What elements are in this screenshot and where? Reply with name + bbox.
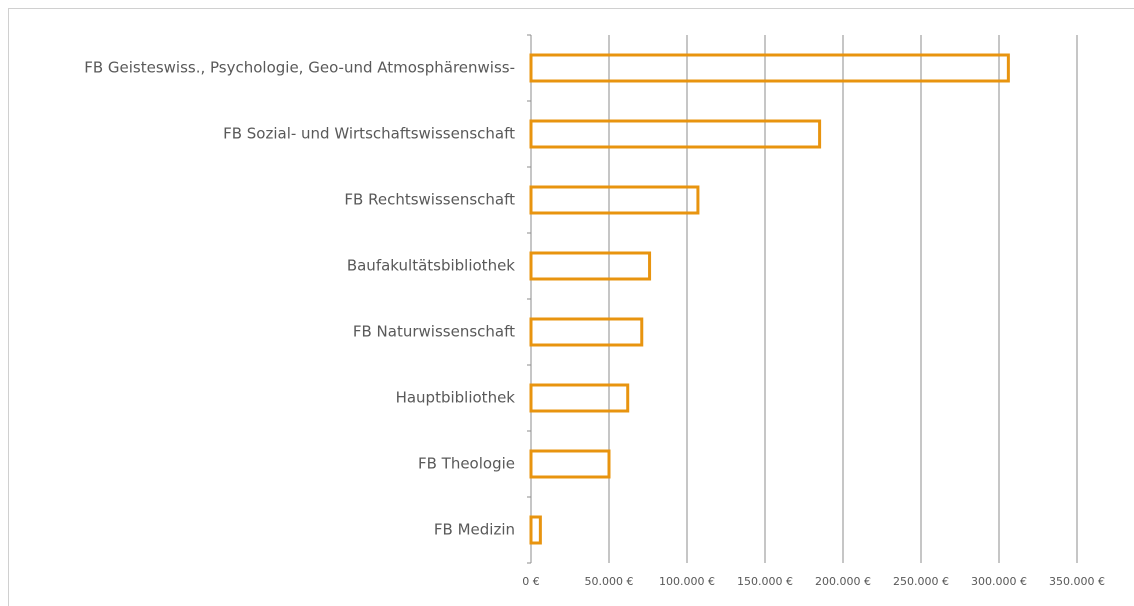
- y-tick-label: Baufakultätsbibliothek: [347, 257, 515, 275]
- x-tick-label: 350.000 €: [1049, 575, 1105, 588]
- x-tick-label: 100.000 €: [659, 575, 715, 588]
- x-tick-label: 0 €: [522, 575, 540, 588]
- chart-frame: [8, 8, 1134, 606]
- y-tick-label: FB Geisteswiss., Psychologie, Geo-und At…: [84, 59, 515, 77]
- bar: [529, 515, 542, 545]
- x-tick-label: 300.000 €: [971, 575, 1027, 588]
- bar: [529, 119, 822, 149]
- bar: [529, 251, 652, 281]
- x-tick-label: 250.000 €: [893, 575, 949, 588]
- bar: [529, 317, 644, 347]
- y-tick-label: FB Theologie: [418, 455, 515, 473]
- bar: [529, 383, 630, 413]
- y-tick-label: Hauptbibliothek: [396, 389, 516, 407]
- x-tick-label: 150.000 €: [737, 575, 793, 588]
- y-tick-label: FB Rechtswissenschaft: [344, 191, 515, 209]
- y-tick-label: FB Medizin: [434, 521, 515, 539]
- bar: [529, 449, 611, 479]
- y-tick-label: FB Naturwissenschaft: [353, 323, 515, 341]
- x-tick-label: 50.000 €: [585, 575, 634, 588]
- bar: [529, 185, 700, 215]
- bar: [529, 53, 1010, 83]
- y-tick-label: FB Sozial- und Wirtschaftswissenschaft: [223, 125, 515, 143]
- x-tick-label: 200.000 €: [815, 575, 871, 588]
